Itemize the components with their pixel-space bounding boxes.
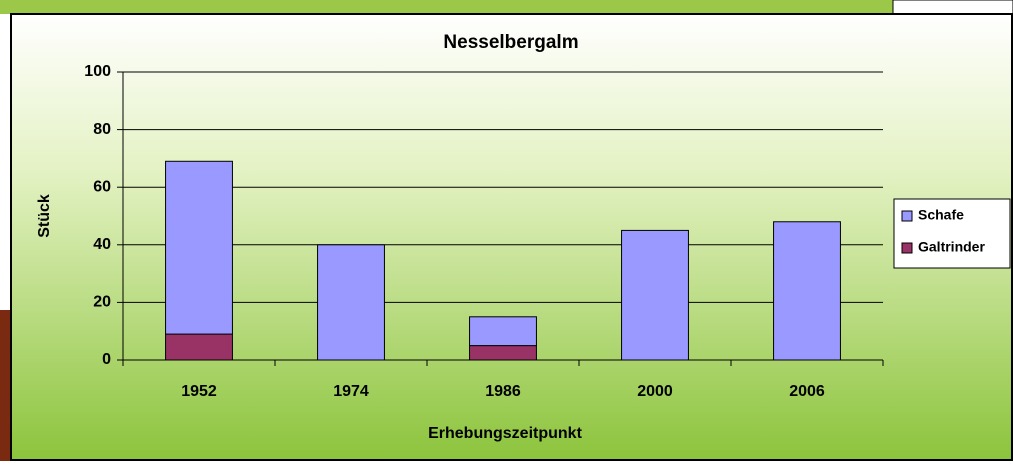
y-axis-label: Stück: [36, 194, 53, 238]
chart-title: Nesselbergalm: [443, 32, 578, 53]
bar-segment: [469, 345, 537, 361]
y-tick-label: 100: [84, 63, 111, 80]
y-tick-label: 40: [93, 236, 111, 253]
y-tick-label: 60: [93, 178, 111, 195]
x-tick-label: 1974: [333, 383, 369, 400]
legend-swatch: [901, 210, 913, 222]
bar-segment: [469, 316, 537, 347]
x-tick-label: 2006: [789, 383, 825, 400]
x-tick-label: 2000: [637, 383, 673, 400]
bar-segment: [621, 229, 689, 361]
x-tick-label: 1986: [485, 383, 521, 400]
y-tick-label: 20: [93, 294, 111, 311]
corner-box: [892, 0, 1013, 15]
bar-segment: [317, 244, 385, 361]
y-tick-label: 0: [102, 351, 111, 368]
left-strip: [0, 310, 12, 461]
bar-segment: [165, 333, 233, 361]
legend-swatch: [901, 242, 913, 254]
y-tick-label: 80: [93, 121, 111, 138]
top-band: [0, 0, 1013, 14]
bar-segment: [773, 221, 841, 361]
legend-label: Schafe: [918, 207, 964, 223]
x-tick-label: 1952: [181, 383, 217, 400]
bar-segment: [165, 160, 233, 335]
legend-label: Galtrinder: [918, 239, 985, 255]
x-axis-label: Erhebungszeitpunkt: [428, 425, 582, 442]
legend-box: [893, 198, 1011, 269]
